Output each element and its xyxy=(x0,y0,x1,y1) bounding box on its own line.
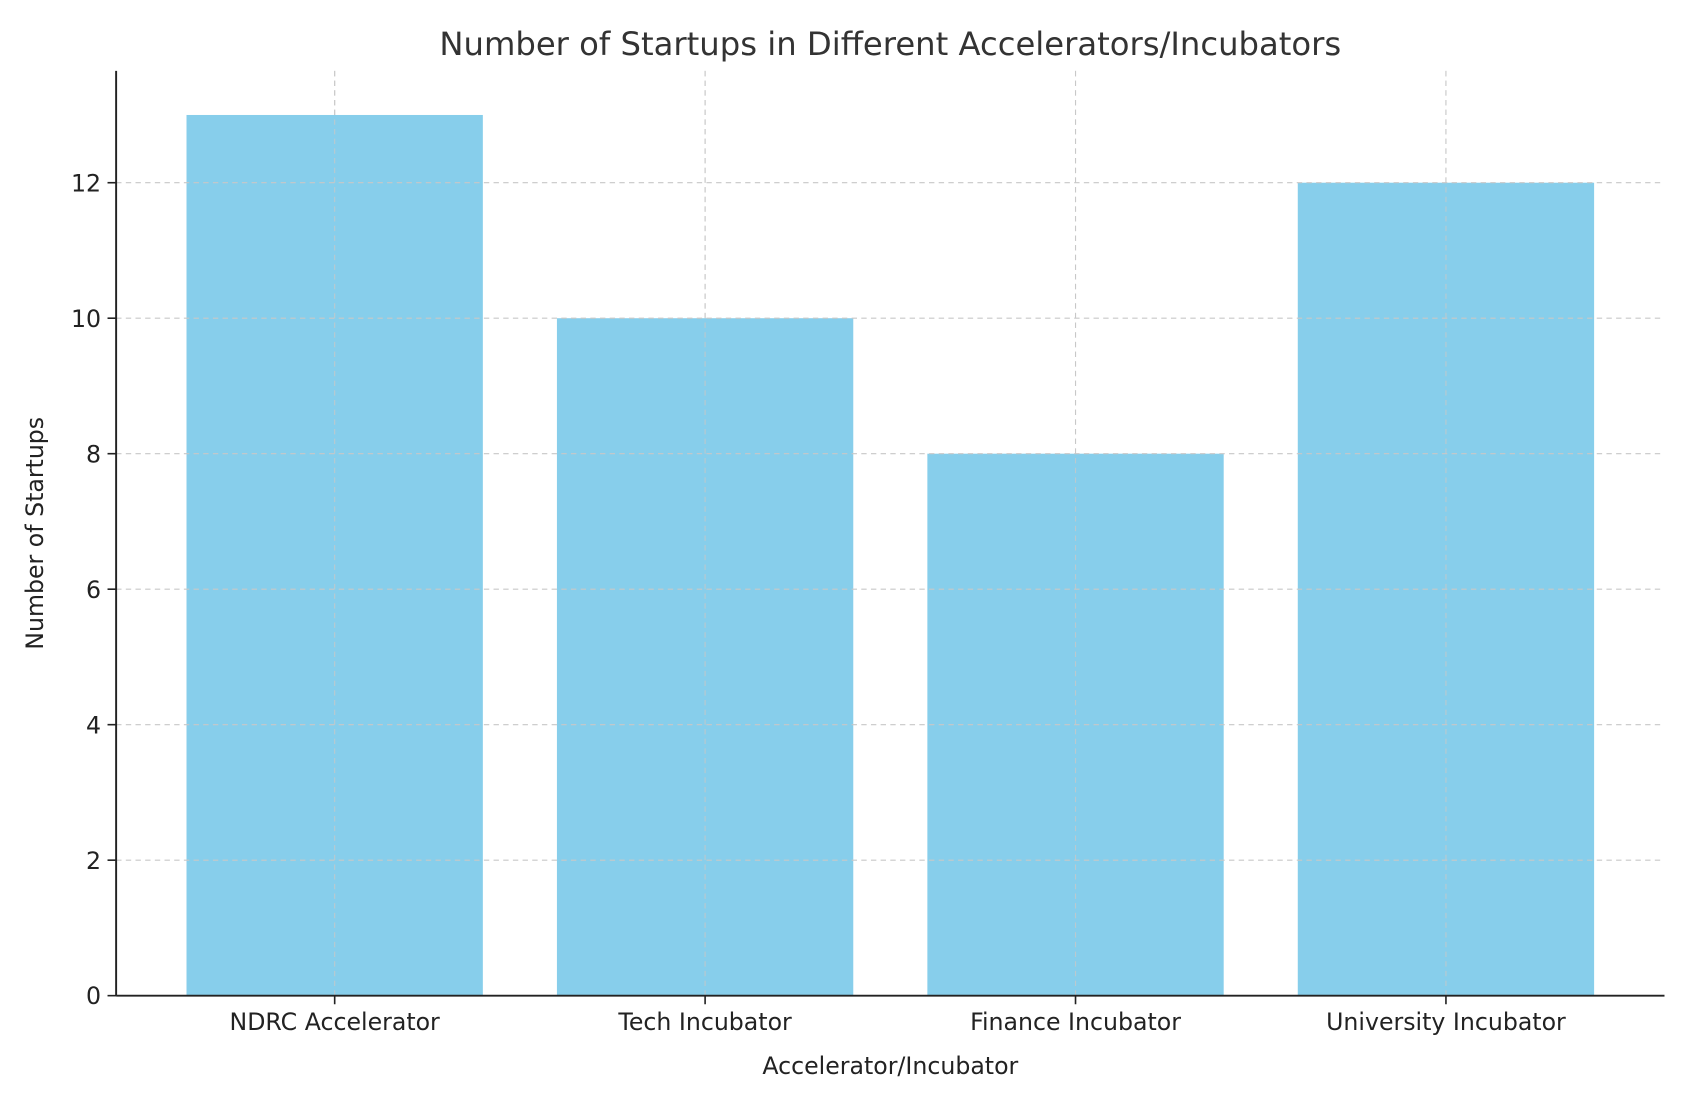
y-tick-label: 4 xyxy=(86,711,101,739)
y-tick-label: 12 xyxy=(71,169,101,197)
y-axis-label: Number of Startups xyxy=(21,417,49,650)
axes xyxy=(107,70,1665,1005)
x-tick-label: University Incubator xyxy=(1326,1008,1566,1036)
x-axis-label: Accelerator/Incubator xyxy=(762,1052,1018,1080)
y-tick-label: 2 xyxy=(86,847,101,875)
bars xyxy=(186,114,1595,996)
y-tick-label: 10 xyxy=(71,305,101,333)
tick-labels: NDRC Accelerator Tech Incubator Finance In… xyxy=(71,169,1566,1036)
y-tick-label: 8 xyxy=(86,440,101,468)
x-tick-label: Finance Incubator xyxy=(970,1008,1181,1036)
chart-title: Number of Startups in Different Accelera… xyxy=(439,25,1341,63)
x-tick-label: NDRC Accelerator xyxy=(230,1008,441,1036)
y-tick-label: 6 xyxy=(86,576,101,604)
y-tick-label: 0 xyxy=(86,982,101,1010)
grid-lines xyxy=(334,70,1447,996)
x-tick-label: Tech Incubator xyxy=(617,1008,792,1036)
